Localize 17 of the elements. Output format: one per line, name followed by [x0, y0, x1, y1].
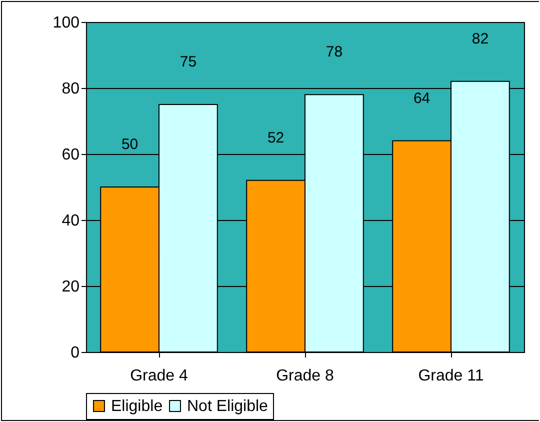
- data-label: 52: [267, 129, 284, 146]
- data-label: 78: [326, 44, 343, 61]
- x-tick-label: Grade 11: [418, 368, 484, 384]
- y-tick-label: 0: [70, 344, 80, 362]
- y-tick-label: 100: [52, 14, 80, 32]
- y-tick-label: 80: [62, 80, 80, 98]
- x-tick-label: Grade 8: [276, 368, 334, 384]
- data-label: 82: [472, 30, 489, 48]
- y-tick-label: 40: [62, 212, 80, 230]
- legend-label: Not Eligible: [187, 398, 268, 415]
- y-tick-label: 60: [62, 146, 80, 164]
- x-tick-label: Grade 4: [130, 368, 188, 384]
- data-label: 50: [121, 136, 138, 153]
- data-label: 75: [180, 54, 197, 70]
- data-label: 64: [413, 90, 430, 107]
- y-tick-label: 20: [62, 278, 80, 296]
- legend-label: Eligible: [111, 398, 163, 415]
